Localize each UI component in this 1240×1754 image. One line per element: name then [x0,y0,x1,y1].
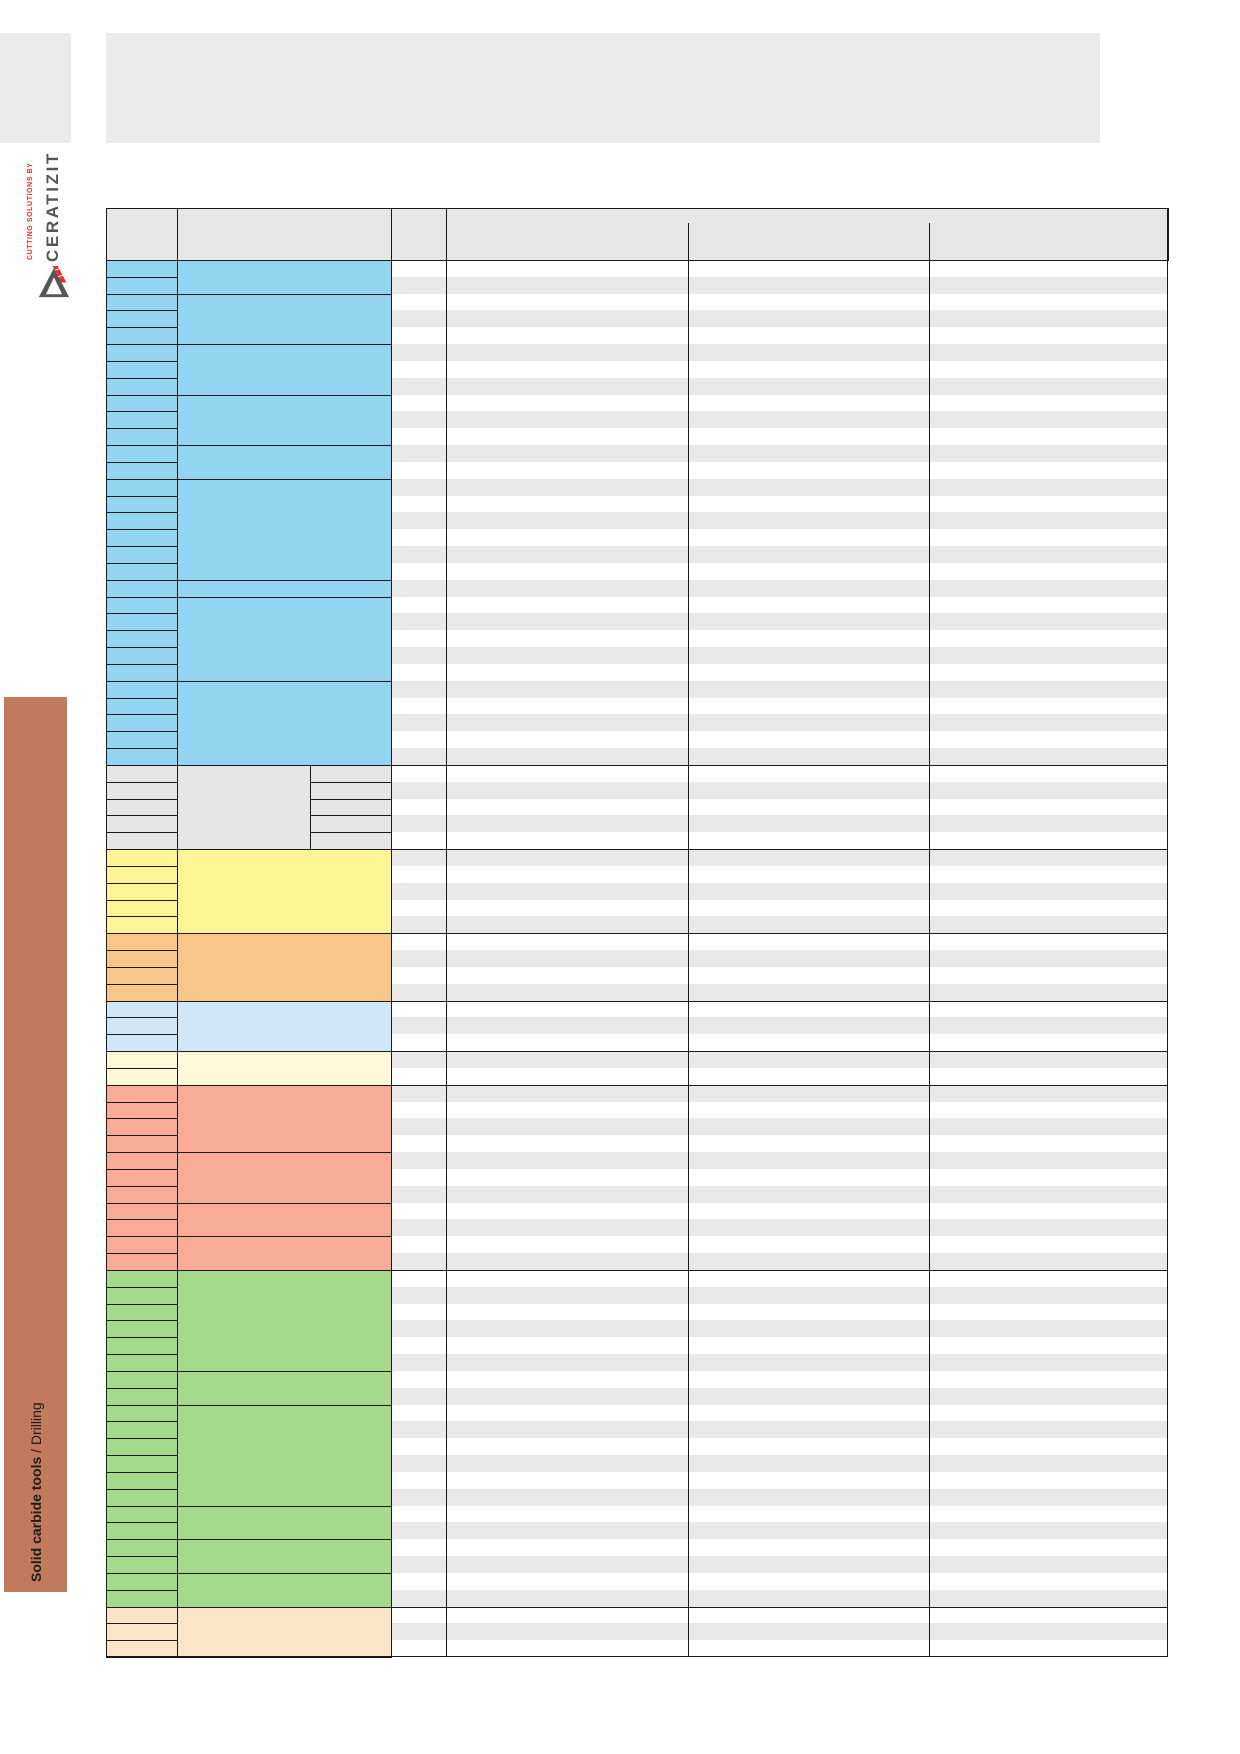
group-cell-blue [177,395,392,446]
header-cell-3 [391,208,447,261]
section-divider-line [106,849,1168,850]
row-stripe [391,883,1168,900]
row-stripe [391,580,1168,597]
row-stripe [391,1489,1168,1506]
row-stripe [391,782,1168,799]
row-stripe [391,849,1168,866]
group-cell-blue [177,597,392,682]
section-divider-line [106,1607,1168,1608]
row-stripe [391,344,1168,361]
group-cell-salmon [177,1085,392,1153]
row-stripe [391,512,1168,529]
row-stripe [391,1556,1168,1573]
section-divider-line [106,1001,1168,1002]
row-stripe [391,1118,1168,1135]
row-stripe [391,1421,1168,1438]
group-cell-pale-blue [177,1001,392,1052]
row-stripe [391,1253,1168,1270]
column-divider [446,208,447,1657]
row-stripe [391,479,1168,496]
group-cell-green [177,1539,392,1574]
group-cell-salmon [177,1203,392,1237]
group-cell-green [177,1270,392,1372]
table-outline [106,208,1168,1657]
group-cell-green [177,1506,392,1540]
row-stripe [391,445,1168,462]
row-stripe [391,681,1168,698]
section-divider-line [106,1270,1168,1271]
row-stripe [391,1623,1168,1640]
row-stripe [391,1219,1168,1236]
row-stripe [391,1590,1168,1607]
row-stripe [391,815,1168,832]
row-stripe [391,1320,1168,1337]
row-stripe [391,647,1168,664]
row-stripe [391,277,1168,294]
row-stripe [391,546,1168,563]
row-stripe [391,748,1168,765]
group-cell-blue [177,479,392,581]
row-stripe [391,1522,1168,1539]
group-cell-green [177,1573,392,1608]
row-stripe [391,950,1168,967]
row-stripe [391,378,1168,395]
section-divider-line [106,1085,1168,1086]
group-cell-yellow [177,849,392,934]
group-cell-blue [177,294,392,345]
row-stripe [391,916,1168,933]
section-divider-line [106,765,1168,766]
column-divider [688,223,689,1657]
chapter-sidebar [4,697,67,1592]
row-stripe [391,1287,1168,1304]
group-cell-blue [177,681,392,766]
row-stripe [391,1051,1168,1068]
header-cell-1 [106,208,178,261]
group-cell-blue [177,445,392,480]
row-stripe [391,714,1168,731]
row-stripe [391,1085,1168,1102]
row-stripe [391,1354,1168,1371]
row-stripe [391,310,1168,327]
row-stripe [391,1455,1168,1472]
top-header-band [106,33,1100,143]
top-left-gray-panel [0,33,71,143]
row-stripe [391,1186,1168,1203]
column-divider [929,223,930,1657]
section-divider-line [106,1051,1168,1052]
row-stripe [391,1388,1168,1405]
section-divider-line [106,933,1168,934]
row-stripe [391,613,1168,630]
ceratizit-triangle-icon [38,265,70,298]
group-cell-green [177,1371,392,1406]
header-cell-4 [446,208,1169,261]
row-stripe [391,984,1168,1001]
row-stripe [391,1152,1168,1169]
row-stripe [391,1017,1168,1034]
row-stripe [391,411,1168,428]
group-cell-salmon [177,1236,392,1271]
